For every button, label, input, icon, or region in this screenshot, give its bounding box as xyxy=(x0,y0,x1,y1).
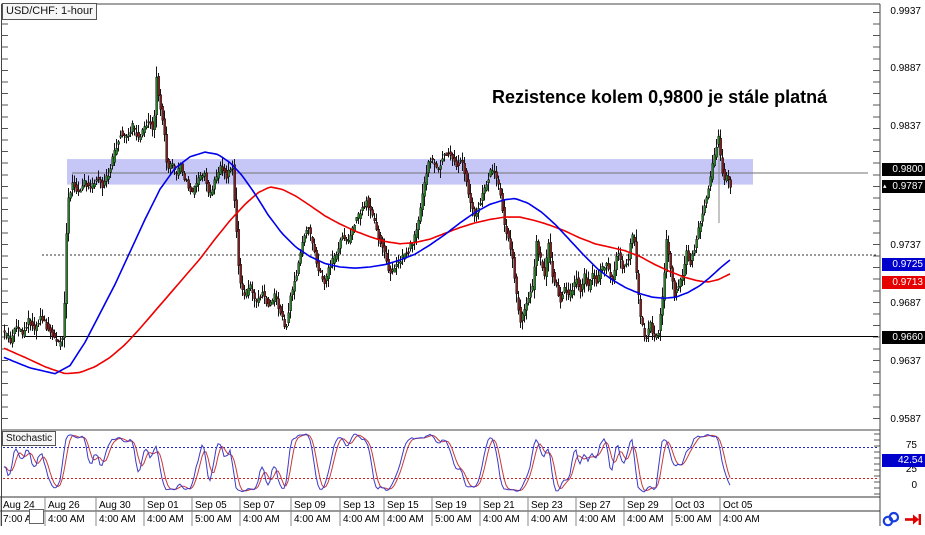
time-label: 4:00 AM xyxy=(723,514,760,525)
moving-averages-layer xyxy=(3,151,731,375)
x-axis-layer: Aug 24 7:00 AM Aug 26 4:00 AM Aug 30 4:00 AM S… xyxy=(0,497,760,526)
stochastic-tick-label: 75 xyxy=(905,440,917,451)
date-label: Sep 15 xyxy=(387,500,419,511)
price-tick-label: 0.9587 xyxy=(890,414,921,425)
price-tick-label: 0.9737 xyxy=(890,240,921,251)
stochastic-value-badge: 42.54 xyxy=(882,454,925,467)
date-label: Sep 07 xyxy=(243,500,275,511)
date-label: Aug 30 xyxy=(99,500,131,511)
date-label: Sep 21 xyxy=(483,500,515,511)
date-label: Sep 01 xyxy=(147,500,179,511)
date-label: Oct 05 xyxy=(723,500,753,511)
date-label: Aug 24 xyxy=(3,500,35,511)
time-label: 5:00 AM xyxy=(435,514,472,525)
date-label: Sep 09 xyxy=(294,500,326,511)
price-badge-0.9787: ▴ 0.9787 xyxy=(882,180,925,193)
time-label: 4:00 AM xyxy=(147,514,184,525)
time-label: 7:00 AM xyxy=(3,514,40,525)
time-label: 4:00 AM xyxy=(387,514,424,525)
scroll-corner-box[interactable] xyxy=(29,509,44,524)
price-badge-0.9725: 0.9725 xyxy=(882,258,925,271)
time-label: 4:00 AM xyxy=(531,514,568,525)
candles-layer xyxy=(3,66,732,350)
date-label: Sep 29 xyxy=(627,500,659,511)
date-label: Sep 23 xyxy=(531,500,563,511)
date-label: Sep 05 xyxy=(195,500,227,511)
price-tick-label: 0.9687 xyxy=(890,298,921,309)
link-icon[interactable] xyxy=(882,511,900,528)
arrow-to-bar-icon[interactable] xyxy=(904,511,922,528)
time-label: 4:00 AM xyxy=(294,514,331,525)
time-label: 4:00 AM xyxy=(579,514,616,525)
date-label: Sep 19 xyxy=(435,500,467,511)
time-label: 5:00 AM xyxy=(195,514,232,525)
time-label: 4:00 AM xyxy=(483,514,520,525)
stochastic-layer xyxy=(3,433,878,493)
date-label: Sep 13 xyxy=(343,500,375,511)
price-badge-0.9713: 0.9713 xyxy=(882,276,925,289)
taskbar-icons xyxy=(882,509,924,529)
time-label: 4:00 AM xyxy=(343,514,380,525)
date-label: Oct 03 xyxy=(675,500,705,511)
stochastic-tick-label: 25 xyxy=(905,464,917,475)
time-label: 4:00 AM xyxy=(48,514,85,525)
annotation-text: Rezistence kolem 0,9800 je stále platná xyxy=(492,87,828,107)
stochastic-tick-label: 0 xyxy=(911,480,917,491)
resistance-band xyxy=(67,159,753,185)
time-label: 4:00 AM xyxy=(99,514,136,525)
date-label: Aug 26 xyxy=(48,500,80,511)
frame-layer xyxy=(0,3,881,526)
price-tick-label: 0.9937 xyxy=(890,6,921,17)
stochastic-label: Stochastic xyxy=(2,431,57,446)
time-label: 4:00 AM xyxy=(243,514,280,525)
levels-layer xyxy=(25,134,878,337)
price-tick-label: 0.9887 xyxy=(890,63,921,74)
symbol-label: USD/CHF: 1-hour xyxy=(2,3,97,20)
price-badge-0.9660: 0.9660 xyxy=(882,331,925,344)
time-label: 5:00 AM xyxy=(675,514,712,525)
price-tick-label: 0.9637 xyxy=(890,356,921,367)
time-label: 4:00 AM xyxy=(627,514,664,525)
price-badge-0.9800: 0.9800 xyxy=(882,163,925,176)
price-tick-label: 0.9837 xyxy=(890,121,921,132)
date-label: Sep 27 xyxy=(579,500,611,511)
